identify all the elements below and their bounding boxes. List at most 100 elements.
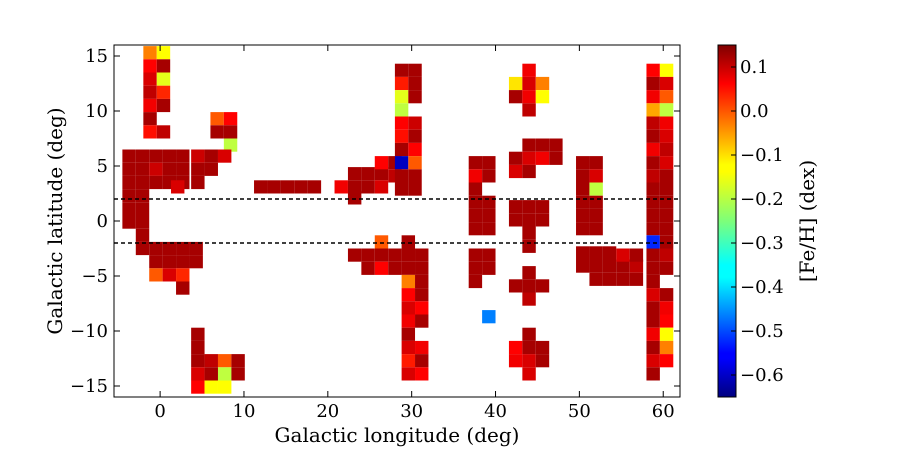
- heatmap-cell: [659, 288, 674, 302]
- heatmap-cell: [646, 142, 660, 157]
- y-axis-label: Galactic latitude (deg): [43, 107, 67, 334]
- heatmap-cell: [176, 281, 190, 295]
- heatmap-cell: [535, 138, 550, 152]
- heatmap-cell: [659, 301, 674, 315]
- heatmap-cell: [374, 156, 389, 170]
- colorbar-tick-label: 0.1: [740, 57, 769, 78]
- heatmap-cell: [415, 354, 429, 368]
- heatmap-cell: [156, 46, 171, 60]
- heatmap-cell: [522, 354, 536, 368]
- heatmap-cell: [149, 255, 163, 269]
- heatmap-cell: [217, 380, 232, 394]
- colorbar-tick-label: −0.1: [740, 145, 784, 166]
- heatmap-cell: [482, 261, 496, 275]
- heatmap-cell: [468, 156, 483, 170]
- heatmap-cell: [522, 292, 536, 306]
- y-axis-ticks: 15 10 5 0 −5 −10 −15: [70, 46, 680, 397]
- heatmap-cell: [394, 156, 409, 170]
- x-tick-label: 20: [316, 401, 339, 422]
- y-tick-label: 15: [85, 46, 108, 67]
- heatmap-cell: [482, 156, 496, 170]
- heatmap-cell: [646, 116, 660, 130]
- heatmap-cell: [659, 235, 674, 249]
- heatmap-cell: [347, 248, 362, 262]
- heatmap-cell: [223, 138, 238, 152]
- heatmap-cell: [646, 248, 660, 262]
- heatmap-cell: [659, 142, 674, 157]
- heatmap-cell: [589, 259, 603, 273]
- heatmap-cell: [388, 248, 402, 262]
- heatmap-cells: [122, 46, 674, 394]
- x-axis-ticks: 0 10 20 30 40 50 60: [154, 45, 675, 422]
- heatmap-cell: [204, 380, 218, 394]
- heatmap-cell: [508, 213, 523, 227]
- heatmap-cell: [589, 182, 603, 196]
- heatmap-cell: [217, 149, 232, 163]
- heatmap-cell: [468, 195, 483, 209]
- heatmap-cell: [646, 90, 660, 104]
- heatmap-cell: [535, 151, 550, 165]
- heatmap-cell: [576, 169, 590, 183]
- heatmap-cell: [204, 367, 218, 381]
- heatmap-cell: [408, 156, 422, 170]
- heatmap-cell: [361, 167, 375, 181]
- heatmap-cell: [223, 125, 238, 139]
- heatmap-cell: [162, 162, 177, 176]
- heatmap-cell: [646, 367, 660, 381]
- heatmap-cell: [646, 195, 660, 209]
- heatmap-cell: [589, 222, 603, 236]
- heatmap-cell: [415, 314, 429, 328]
- heatmap-cell: [122, 175, 136, 190]
- heatmap-cell: [646, 182, 660, 196]
- heatmap-cell: [135, 215, 150, 229]
- heatmap-cell: [374, 248, 389, 262]
- x-tick-label: 60: [652, 401, 675, 422]
- heatmap-cell: [589, 246, 603, 260]
- x-tick-label: 10: [233, 401, 256, 422]
- heatmap-cell: [535, 200, 550, 214]
- heatmap-cell: [231, 367, 245, 381]
- heatmap-cell: [401, 354, 416, 368]
- heatmap-cell: [646, 63, 660, 77]
- heatmap-cell: [204, 162, 218, 176]
- heatmap-cell: [549, 151, 563, 165]
- heatmap-cell: [408, 90, 422, 104]
- heatmap-cell: [522, 279, 536, 293]
- heatmap-cell: [374, 167, 389, 181]
- heatmap-cell: [508, 200, 523, 214]
- heatmap-cell: [415, 340, 429, 355]
- heatmap-cell: [468, 261, 483, 275]
- heatmap-cell: [191, 367, 205, 381]
- heatmap-cell: [191, 327, 205, 341]
- heatmap-cell: [122, 189, 136, 203]
- heatmap-cell: [210, 112, 224, 126]
- heatmap-cell: [602, 272, 617, 286]
- heatmap-cell: [223, 112, 238, 126]
- heatmap-cell: [616, 259, 630, 273]
- heatmap-cell: [482, 208, 496, 223]
- heatmap-cell: [176, 149, 190, 163]
- heatmap-cell: [162, 255, 177, 269]
- heatmap-cell: [210, 125, 224, 139]
- heatmap-cell: [576, 222, 590, 236]
- heatmap-cell: [646, 301, 660, 315]
- heatmap-cell: [602, 246, 617, 260]
- heatmap-cell: [659, 195, 674, 209]
- heatmap-cell: [646, 208, 660, 223]
- heatmap-cell: [143, 112, 157, 126]
- heatmap-cell: [646, 76, 660, 91]
- heatmap-cell: [149, 162, 163, 176]
- heatmap-cell: [508, 90, 523, 104]
- heatmap-cell: [576, 246, 590, 260]
- heatmap-cell: [589, 156, 603, 170]
- heatmap-cell: [482, 169, 496, 183]
- heatmap-cell: [659, 327, 674, 341]
- heatmap-cell: [522, 138, 536, 152]
- y-tick-label: 0: [97, 211, 108, 232]
- heatmap-cell: [149, 241, 163, 256]
- heatmap-cell: [646, 222, 660, 236]
- heatmap-cell: [156, 85, 171, 99]
- heatmap-cell: [646, 288, 660, 302]
- heatmap-cell: [522, 340, 536, 355]
- heatmap-cell: [135, 228, 150, 242]
